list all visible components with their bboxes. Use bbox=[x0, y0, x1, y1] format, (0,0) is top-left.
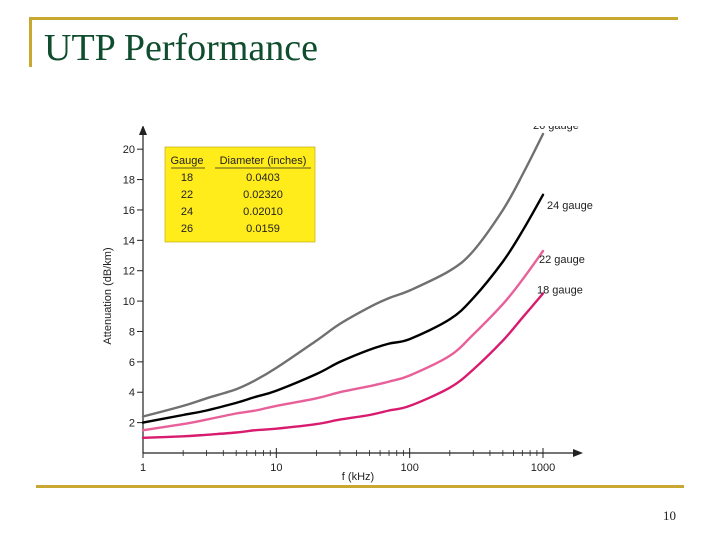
gauge-table-cell: 0.0159 bbox=[246, 223, 280, 235]
y-tick-label: 2 bbox=[129, 418, 135, 430]
series-label-26-gauge: 26 gauge bbox=[533, 126, 579, 132]
gauge-table-cell: 18 bbox=[181, 172, 193, 184]
y-tick-label: 8 bbox=[129, 326, 135, 338]
gauge-table-cell: 0.02320 bbox=[243, 189, 283, 201]
series-label-24-gauge: 24 gauge bbox=[547, 200, 593, 212]
y-tick-label: 14 bbox=[123, 235, 135, 247]
frame-top-rule bbox=[32, 17, 678, 20]
gauge-table-cell: 26 bbox=[181, 223, 193, 235]
y-tick-label: 16 bbox=[123, 205, 135, 217]
frame-bottom-rule bbox=[36, 485, 684, 488]
y-tick-label: 6 bbox=[129, 357, 135, 369]
series-line-22-gauge bbox=[141, 249, 545, 432]
series-label-18-gauge: 18 gauge bbox=[537, 285, 583, 297]
gauge-table-header: Diameter (inches) bbox=[220, 155, 307, 167]
x-axis-label: f (kHz) bbox=[342, 471, 374, 483]
y-tick-label: 10 bbox=[123, 296, 135, 308]
chart-series bbox=[141, 132, 545, 439]
y-tick-label: 20 bbox=[123, 144, 135, 156]
x-tick-label: 1 bbox=[140, 462, 146, 474]
series-label-22-gauge: 22 gauge bbox=[539, 254, 585, 266]
gauge-table-background bbox=[164, 146, 316, 243]
y-tick-label: 18 bbox=[123, 175, 135, 187]
y-axis-label: Attenuation (dB/km) bbox=[102, 247, 114, 344]
frame-left-rule bbox=[29, 17, 32, 67]
page-title: UTP Performance bbox=[44, 27, 318, 69]
x-tick-label: 1000 bbox=[531, 462, 555, 474]
gauge-table: Gauge Diameter (inches) 18 0.0403 22 0.02320 2… bbox=[164, 146, 316, 243]
x-tick-label: 10 bbox=[270, 462, 282, 474]
y-tick-label: 4 bbox=[129, 387, 135, 399]
gauge-table-cell: 0.02010 bbox=[243, 206, 283, 218]
x-axis-arrow bbox=[573, 449, 583, 457]
gauge-table-header: Gauge bbox=[170, 155, 203, 167]
y-tick-label: 12 bbox=[123, 266, 135, 278]
series-line-24-gauge bbox=[141, 193, 545, 424]
chart-series-labels: 26 gauge 24 gauge 22 gauge 18 gauge bbox=[533, 126, 593, 297]
series-line-18-gauge bbox=[141, 292, 545, 439]
page-number: 10 bbox=[663, 508, 676, 523]
x-tick-label: 100 bbox=[400, 462, 418, 474]
gauge-table-cell: 0.0403 bbox=[246, 172, 280, 184]
gauge-table-cell: 24 bbox=[181, 206, 193, 218]
gauge-table-cell: 22 bbox=[181, 189, 193, 201]
series-line-26-gauge bbox=[141, 132, 545, 418]
y-axis-arrow bbox=[139, 126, 147, 135]
